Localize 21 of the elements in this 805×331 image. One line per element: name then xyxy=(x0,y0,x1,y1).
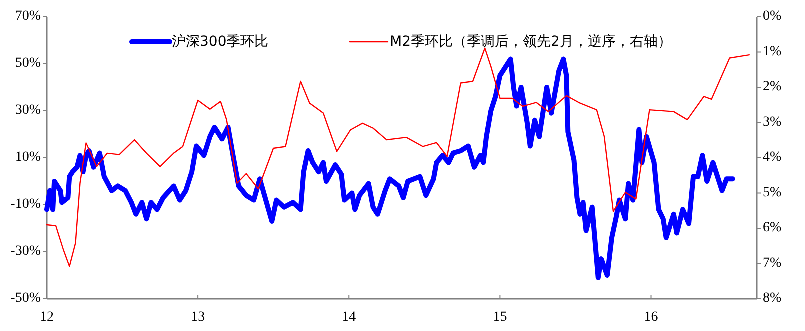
y-tick-label: 50% xyxy=(15,56,42,72)
x-tick-label: 12 xyxy=(40,310,54,326)
x-tick-label: 15 xyxy=(493,310,508,326)
y-tick-label: -10% xyxy=(10,197,42,212)
y-tick-label: 30% xyxy=(15,103,42,118)
y2-tick-label: 4% xyxy=(763,150,782,166)
y2-tick-label: 6% xyxy=(763,220,782,236)
x-tick-label: 14 xyxy=(342,310,356,326)
y-tick-label: 70% xyxy=(15,9,42,24)
y2-tick-label: 0% xyxy=(763,9,782,24)
x-tick-label: 16 xyxy=(644,310,658,326)
y2-tick-label: 3% xyxy=(763,114,782,130)
y2-tick-label: 7% xyxy=(763,256,782,271)
y2-tick-label: 8% xyxy=(763,291,782,306)
y-tick-label: -50% xyxy=(10,291,42,306)
y2-tick-label: 1% xyxy=(763,44,782,60)
y-tick-label: 10% xyxy=(15,150,42,166)
y2-tick-label: 2% xyxy=(763,80,782,95)
y-tick-label: -30% xyxy=(10,244,42,260)
x-tick-label: 13 xyxy=(191,310,206,326)
y2-tick-label: 5% xyxy=(763,185,782,200)
